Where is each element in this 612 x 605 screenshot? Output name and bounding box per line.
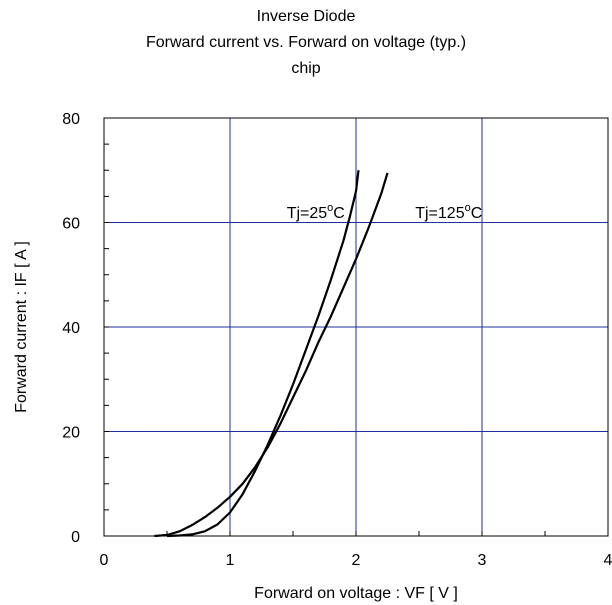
x-tick-label: 2 bbox=[352, 552, 361, 569]
series-label-1: Tj=25oC bbox=[287, 202, 345, 222]
x-tick-label: 1 bbox=[226, 552, 235, 569]
series-label-2: Tj=125oC bbox=[415, 202, 482, 222]
x-tick-label: 3 bbox=[478, 552, 487, 569]
y-axis-title: Forward current : IF [ A ] bbox=[13, 241, 30, 413]
x-tick-label: 4 bbox=[604, 552, 612, 569]
y-tick-label: 80 bbox=[62, 111, 80, 128]
series-line-2 bbox=[154, 172, 389, 538]
grid bbox=[104, 118, 608, 536]
chart-title-line-2: Forward current vs. Forward on voltage (… bbox=[145, 34, 467, 51]
chart-title-line-1: Inverse Diode bbox=[256, 8, 356, 25]
x-tick-label: 0 bbox=[100, 552, 109, 569]
chart-title-line-3: chip bbox=[291, 60, 321, 77]
y-tick-label: 60 bbox=[62, 216, 80, 233]
y-tick-label: 20 bbox=[62, 425, 80, 442]
y-tick-label: 0 bbox=[71, 529, 80, 546]
x-axis-title: Forward on voltage : VF [ V ] bbox=[254, 585, 458, 602]
labels: Tj=25oC Tj=125oC bbox=[287, 202, 483, 222]
y-tick-label: 40 bbox=[62, 320, 80, 337]
series-layer bbox=[154, 170, 389, 538]
series-line-1 bbox=[166, 170, 360, 538]
